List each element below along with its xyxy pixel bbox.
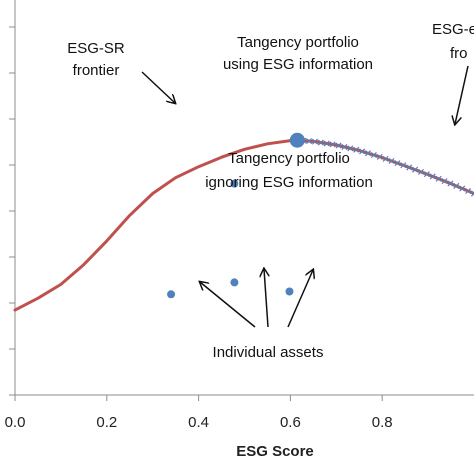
efficient-frontier-marker [465, 187, 472, 195]
x-tick-label: 0.0 [5, 414, 26, 431]
axes: 0.0 0.2 0.4 0.6 0.8 [5, 0, 474, 431]
efficient-frontier-marker [370, 151, 377, 159]
tangency-esg-label-line2: using ESG information [223, 56, 373, 73]
y-ticks [9, 26, 15, 396]
efficient-frontier-marker [376, 153, 383, 160]
efficient-frontier-marker [311, 138, 318, 145]
esg-sr-label-line2: frontier [73, 62, 120, 79]
efficient-frontier-marker [459, 185, 466, 192]
efficient-frontier-marker [323, 140, 330, 147]
tangency-ignore-label-line2: ignoring ESG information [205, 174, 373, 191]
efficient-frontier-marker [306, 138, 313, 145]
efficient-frontier-marker [388, 157, 395, 165]
efficient-frontier-marker [453, 182, 460, 189]
efficient-frontier-marker [353, 146, 360, 153]
individual-asset-point [285, 287, 294, 296]
x-ticks: 0.0 0.2 0.4 0.6 0.8 [5, 395, 393, 431]
efficient-frontier-marker [435, 175, 442, 182]
esg-sr-arrow [141, 71, 175, 103]
tangency-ignore-point [230, 179, 239, 188]
efficient-frontier-marker [406, 164, 413, 171]
efficient-frontier-marker [447, 180, 454, 187]
efficient-frontier-marker [417, 168, 425, 175]
tangency-esg-label-line1: Tangency portfolio [237, 34, 359, 51]
x-tick-label: 0.2 [96, 414, 117, 431]
esg-efficient-label-line1: ESG-e [432, 21, 474, 38]
esg-sr-frontier-line [13, 138, 299, 312]
annotations: ESG-SR frontier Tangency portfolio using… [67, 21, 474, 361]
efficient-frontier-marker [364, 150, 371, 157]
efficient-frontier-marker [359, 148, 366, 155]
x-tick-label: 0.6 [280, 414, 301, 431]
asset-arrow-middle [264, 269, 268, 328]
efficient-frontier-marker [335, 142, 342, 149]
efficient-frontier-marker [382, 155, 389, 162]
esg-sr-label-line1: ESG-SR [67, 40, 125, 57]
efficient-frontier-marker [394, 160, 401, 167]
individual-asset-point [230, 278, 239, 287]
x-tick-label: 0.8 [372, 414, 393, 431]
tangency-ignore-label-line1: Tangency portfolio [228, 150, 350, 167]
efficient-frontier-marker [347, 145, 354, 152]
x-tick-label: 0.4 [188, 414, 209, 431]
esg-efficient-label-line2: fro [450, 45, 468, 62]
efficient-frontier-marker [400, 162, 407, 169]
individual-assets-label: Individual assets [213, 344, 324, 361]
x-axis-label: ESG Score [236, 443, 314, 460]
esg-efficient-arrow [455, 65, 469, 124]
efficient-frontier-marker [317, 139, 324, 146]
asset-arrow-left [200, 282, 256, 328]
efficient-frontier-marker [470, 190, 474, 197]
efficient-frontier-marker [441, 178, 448, 185]
series-layer [13, 137, 474, 312]
efficient-frontier-marker [329, 141, 336, 148]
efficient-frontier-marker [341, 143, 348, 150]
individual-asset-point [167, 290, 176, 299]
efficient-frontier-marker [429, 173, 436, 180]
tangency-esg-point [289, 132, 305, 148]
asset-arrow-right [287, 270, 313, 328]
efficient-frontier-marker [423, 171, 430, 178]
efficient-frontier-marker [412, 166, 419, 173]
points-layer [167, 132, 305, 299]
